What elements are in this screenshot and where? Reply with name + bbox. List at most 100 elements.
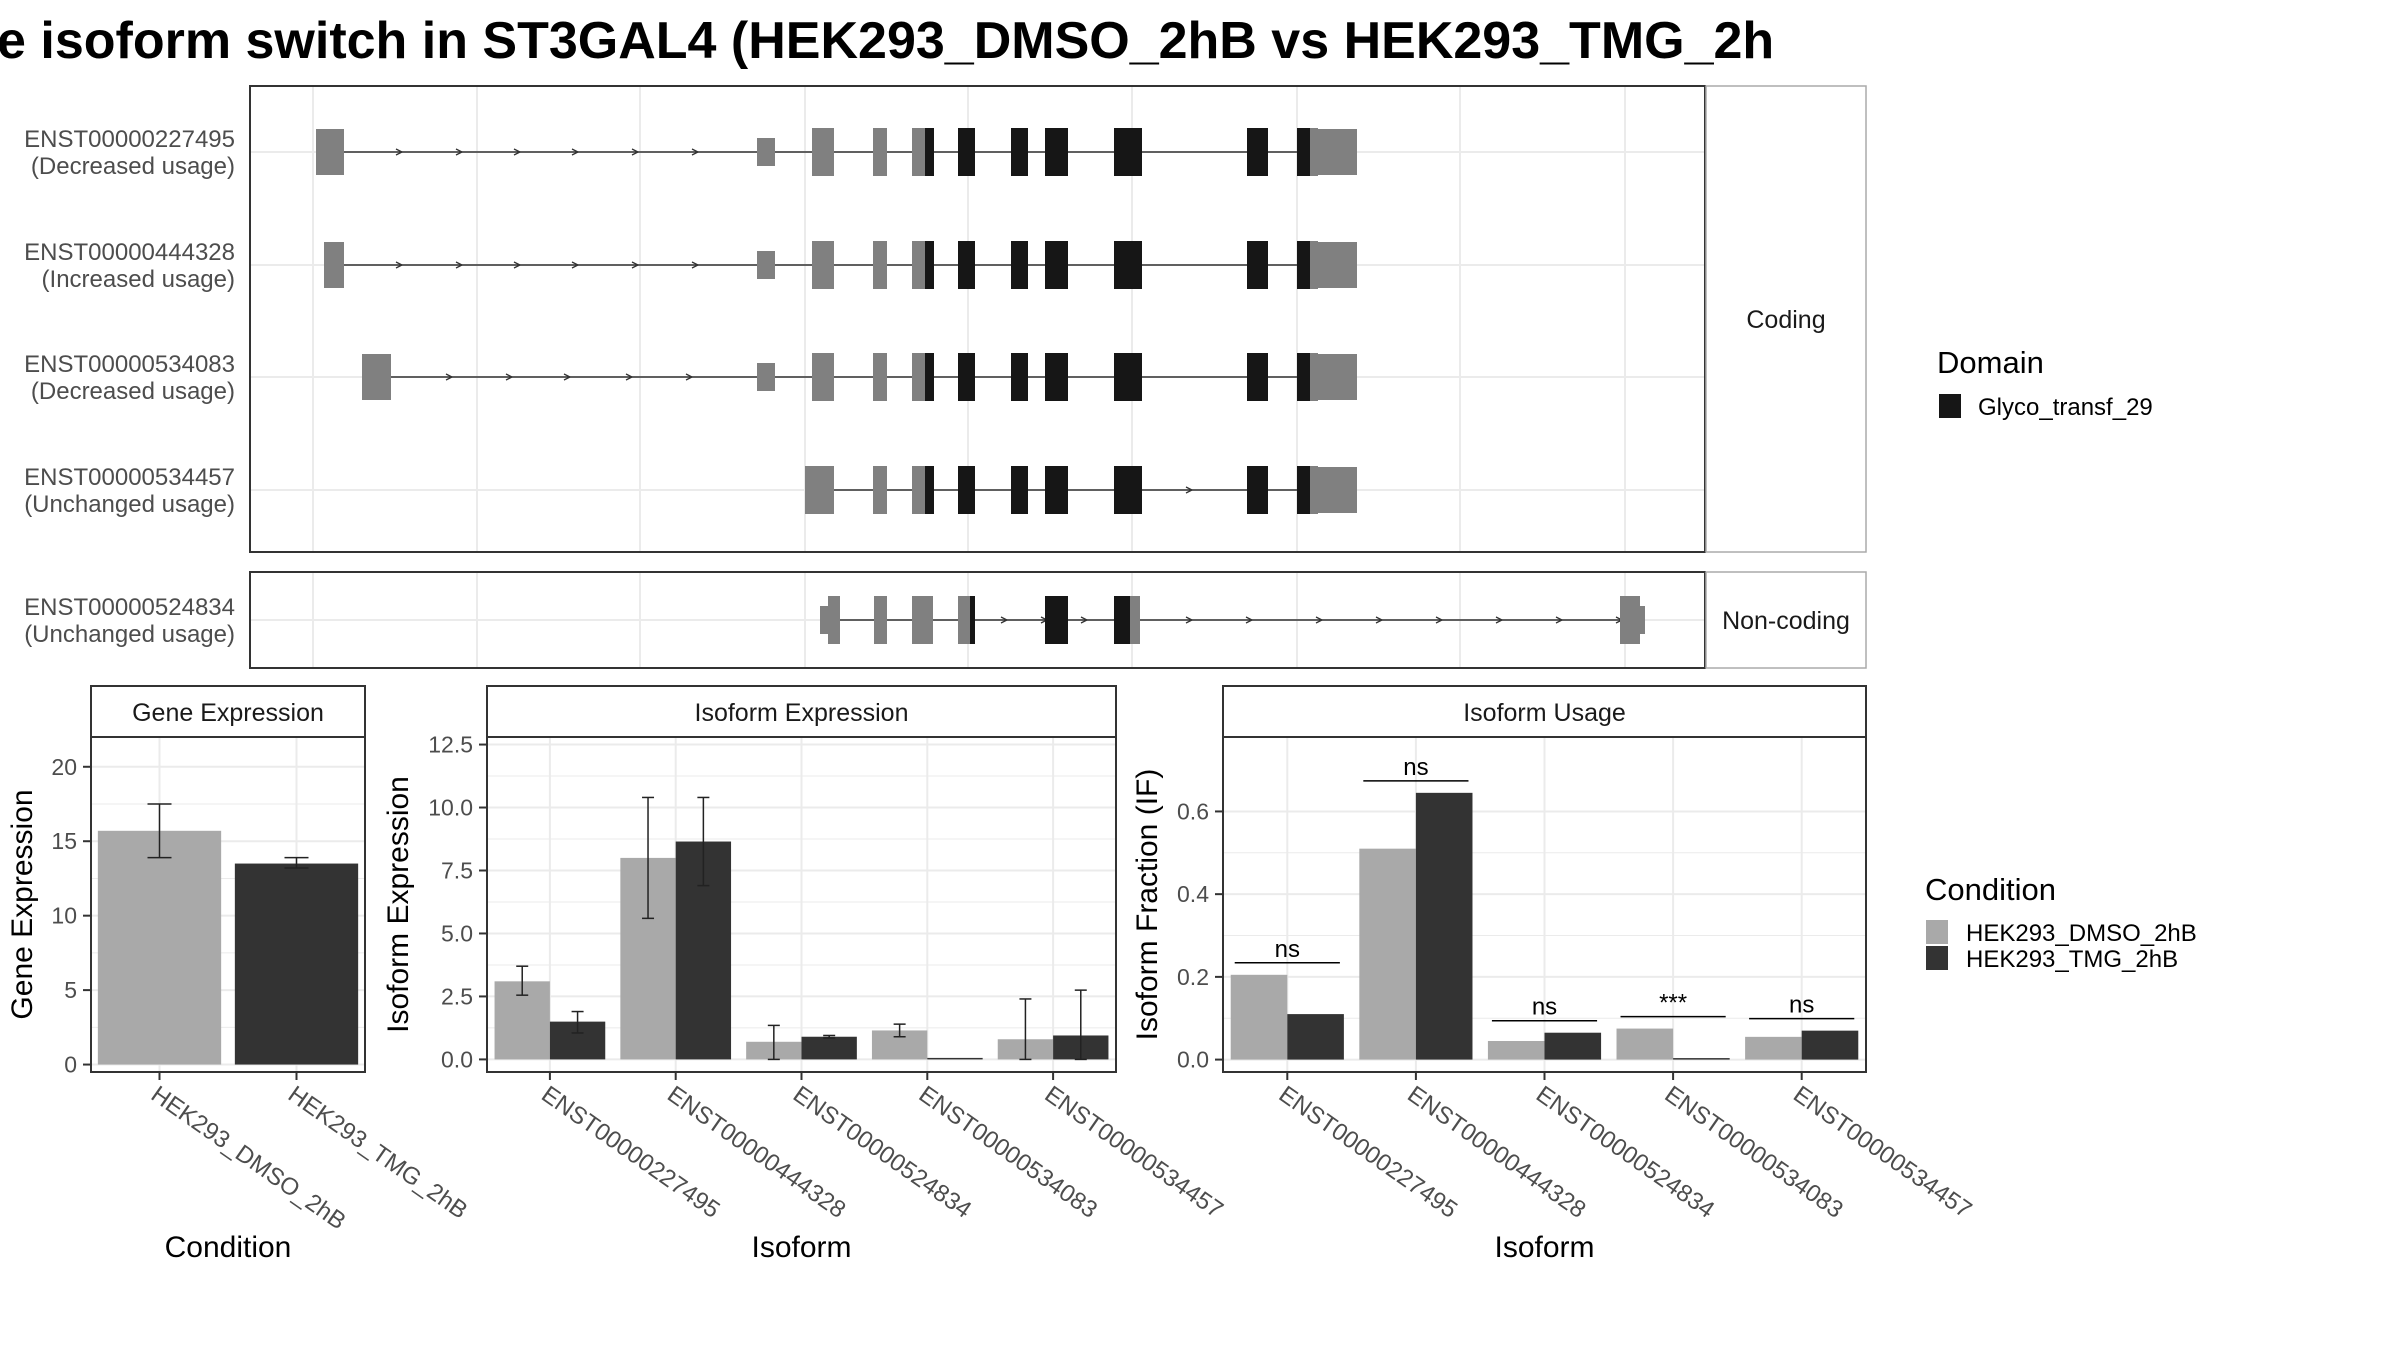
domain-exon	[925, 353, 934, 401]
exon	[874, 596, 887, 644]
panel-title: Isoform Usage	[1463, 699, 1626, 727]
strand-arrow	[571, 261, 580, 269]
domain-exon	[1297, 241, 1310, 289]
domain-exon	[925, 466, 934, 514]
panel-title: Gene Expression	[132, 699, 324, 727]
strand-arrow	[1315, 616, 1324, 624]
domain-exon	[1011, 128, 1028, 176]
domain-exon	[970, 596, 975, 644]
strand-arrow	[1080, 616, 1089, 624]
bar	[1745, 1036, 1802, 1060]
utr-exon	[1640, 606, 1645, 634]
isoform-usage-label: (Decreased usage)	[31, 153, 235, 180]
y-tick-label: 15	[51, 828, 77, 854]
facet-label: Coding	[1746, 306, 1825, 334]
legend-title: Domain	[1937, 345, 2044, 380]
isoform-usage-label: (Unchanged usage)	[24, 621, 235, 648]
strand-arrow	[505, 373, 514, 381]
strand-arrow	[571, 148, 580, 156]
figure-title: e isoform switch in ST3GAL4 (HEK293_DMSO…	[0, 12, 1774, 70]
strand-arrow	[445, 373, 454, 381]
exon	[812, 241, 834, 289]
legend-label: HEK293_TMG_2hB	[1966, 946, 2178, 973]
exon	[912, 353, 925, 401]
domain-exon	[1045, 241, 1068, 289]
isoform-usage-label: (Unchanged usage)	[24, 491, 235, 518]
isoform-label: ENST00000444328	[24, 239, 235, 266]
domain-exon	[1114, 466, 1142, 514]
domain-exon	[1297, 128, 1310, 176]
domain-exon	[1247, 128, 1268, 176]
legend-key	[1926, 920, 1948, 944]
strand-arrow	[1245, 616, 1254, 624]
exon	[873, 353, 887, 401]
significance-label: ns	[1403, 754, 1428, 781]
strand-arrow	[1555, 616, 1564, 624]
significance-label: ns	[1789, 992, 1814, 1019]
exon	[912, 128, 925, 176]
bar	[1359, 848, 1416, 1060]
chart-panel-2: Isoform Expression0.02.55.07.510.012.5EN…	[382, 685, 1228, 1264]
legend-title: Condition	[1925, 872, 2056, 907]
y-tick-label: 0.0	[441, 1046, 473, 1072]
utr-exon	[820, 606, 828, 634]
y-tick-label: 10	[51, 903, 77, 929]
domain-exon	[1297, 353, 1310, 401]
strand-arrow	[685, 373, 694, 381]
coding-panel-bg	[250, 86, 1705, 552]
strand-arrow	[1185, 486, 1194, 494]
significance-label: ns	[1275, 936, 1300, 963]
domain-exon	[958, 466, 975, 514]
strand-arrow	[1435, 616, 1444, 624]
bar	[1230, 974, 1288, 1060]
exon	[1620, 596, 1640, 644]
domain-exon	[1247, 466, 1268, 514]
panel-strip	[1222, 685, 1867, 738]
y-tick-label: 12.5	[428, 732, 473, 758]
bar	[234, 863, 359, 1065]
y-tick-label: 0.0	[1177, 1047, 1209, 1073]
y-tick-label: 20	[51, 754, 77, 780]
strand-arrow	[513, 148, 522, 156]
transcript-structure-panel: CodingNon-codingENST00000227495(Decrease…	[24, 85, 1867, 669]
exon	[812, 353, 834, 401]
domain-exon	[1045, 596, 1068, 644]
y-tick-label: 2.5	[441, 983, 473, 1009]
x-axis-title: Isoform	[1494, 1231, 1594, 1264]
domain-exon	[1114, 353, 1142, 401]
bar	[1415, 792, 1473, 1060]
legend-key	[1926, 946, 1948, 970]
isoform-label: ENST00000534083	[24, 351, 235, 378]
isoform-label: ENST00000227495	[24, 126, 235, 153]
exon	[873, 241, 887, 289]
noncoding-panel-border	[249, 571, 1706, 669]
exon	[812, 128, 834, 176]
exon	[805, 466, 834, 514]
legend-label: Glyco_transf_29	[1978, 394, 2153, 421]
exon	[912, 596, 933, 644]
exon	[873, 466, 887, 514]
utr-exon	[316, 129, 344, 175]
exon	[1310, 241, 1318, 289]
strand-arrow	[395, 261, 404, 269]
utr-exon	[757, 138, 775, 166]
strand-arrow	[625, 373, 634, 381]
bar	[1673, 1058, 1730, 1060]
x-axis-title: Isoform	[751, 1231, 851, 1264]
strand-arrow	[395, 148, 404, 156]
legend-key	[1939, 394, 1961, 418]
y-tick-label: 7.5	[441, 857, 473, 883]
bar	[1287, 1014, 1344, 1060]
bar-chart-panels: Gene Expression05101520HEK293_DMSO_2hBHE…	[6, 685, 1976, 1264]
strand-arrow	[1495, 616, 1504, 624]
bar	[97, 830, 222, 1065]
bar	[1544, 1032, 1602, 1060]
bar	[1487, 1040, 1545, 1060]
domain-exon	[958, 353, 975, 401]
exon	[912, 241, 925, 289]
domain-exon	[1247, 241, 1268, 289]
y-tick-label: 5.0	[441, 920, 473, 946]
chart-panel-1: Gene Expression05101520HEK293_DMSO_2hBHE…	[6, 685, 472, 1264]
